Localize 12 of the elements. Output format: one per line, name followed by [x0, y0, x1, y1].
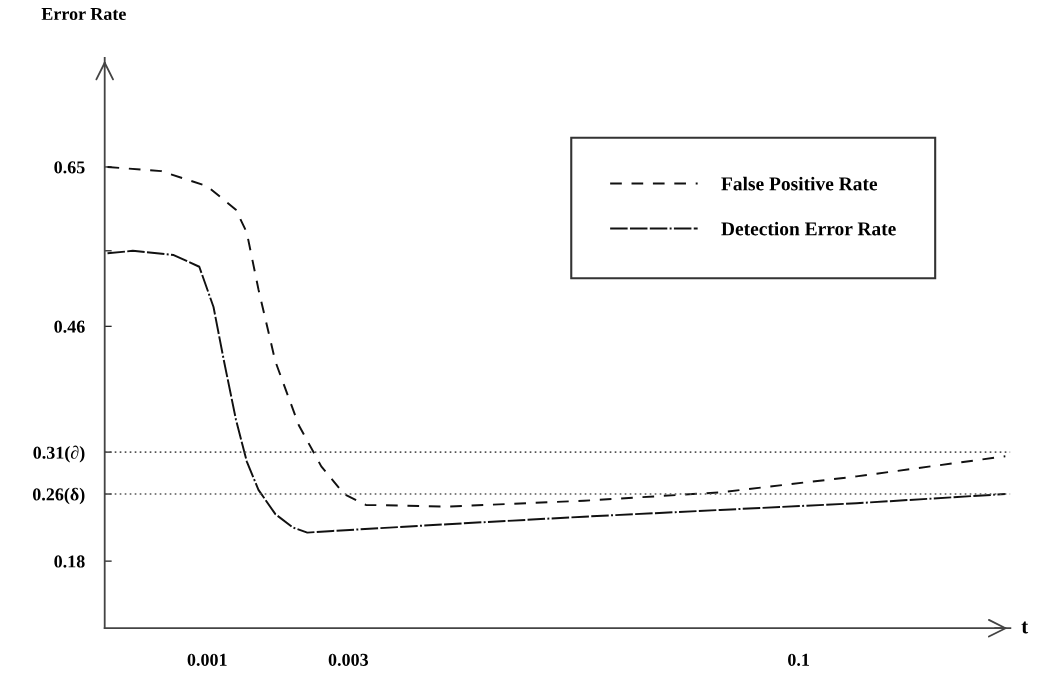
- y-tick-label: 0.26(δ): [32, 487, 85, 505]
- y-tick-label: 0.31(∂): [33, 445, 85, 463]
- x-axis-title: t: [1021, 621, 1029, 634]
- y-axis-title: Error Rate: [41, 8, 126, 21]
- y-tick-label: 0.46: [54, 320, 85, 333]
- legend-label: False Positive Rate: [721, 176, 878, 191]
- y-tick-label: 0.65: [54, 161, 85, 174]
- legend-label: Detection Error Rate: [721, 221, 896, 236]
- x-tick-label: 0.1: [788, 653, 809, 666]
- x-tick-label: 0.003: [328, 653, 369, 666]
- x-tick-label: 0.001: [187, 653, 227, 666]
- y-tick-label: 0.18: [54, 555, 85, 568]
